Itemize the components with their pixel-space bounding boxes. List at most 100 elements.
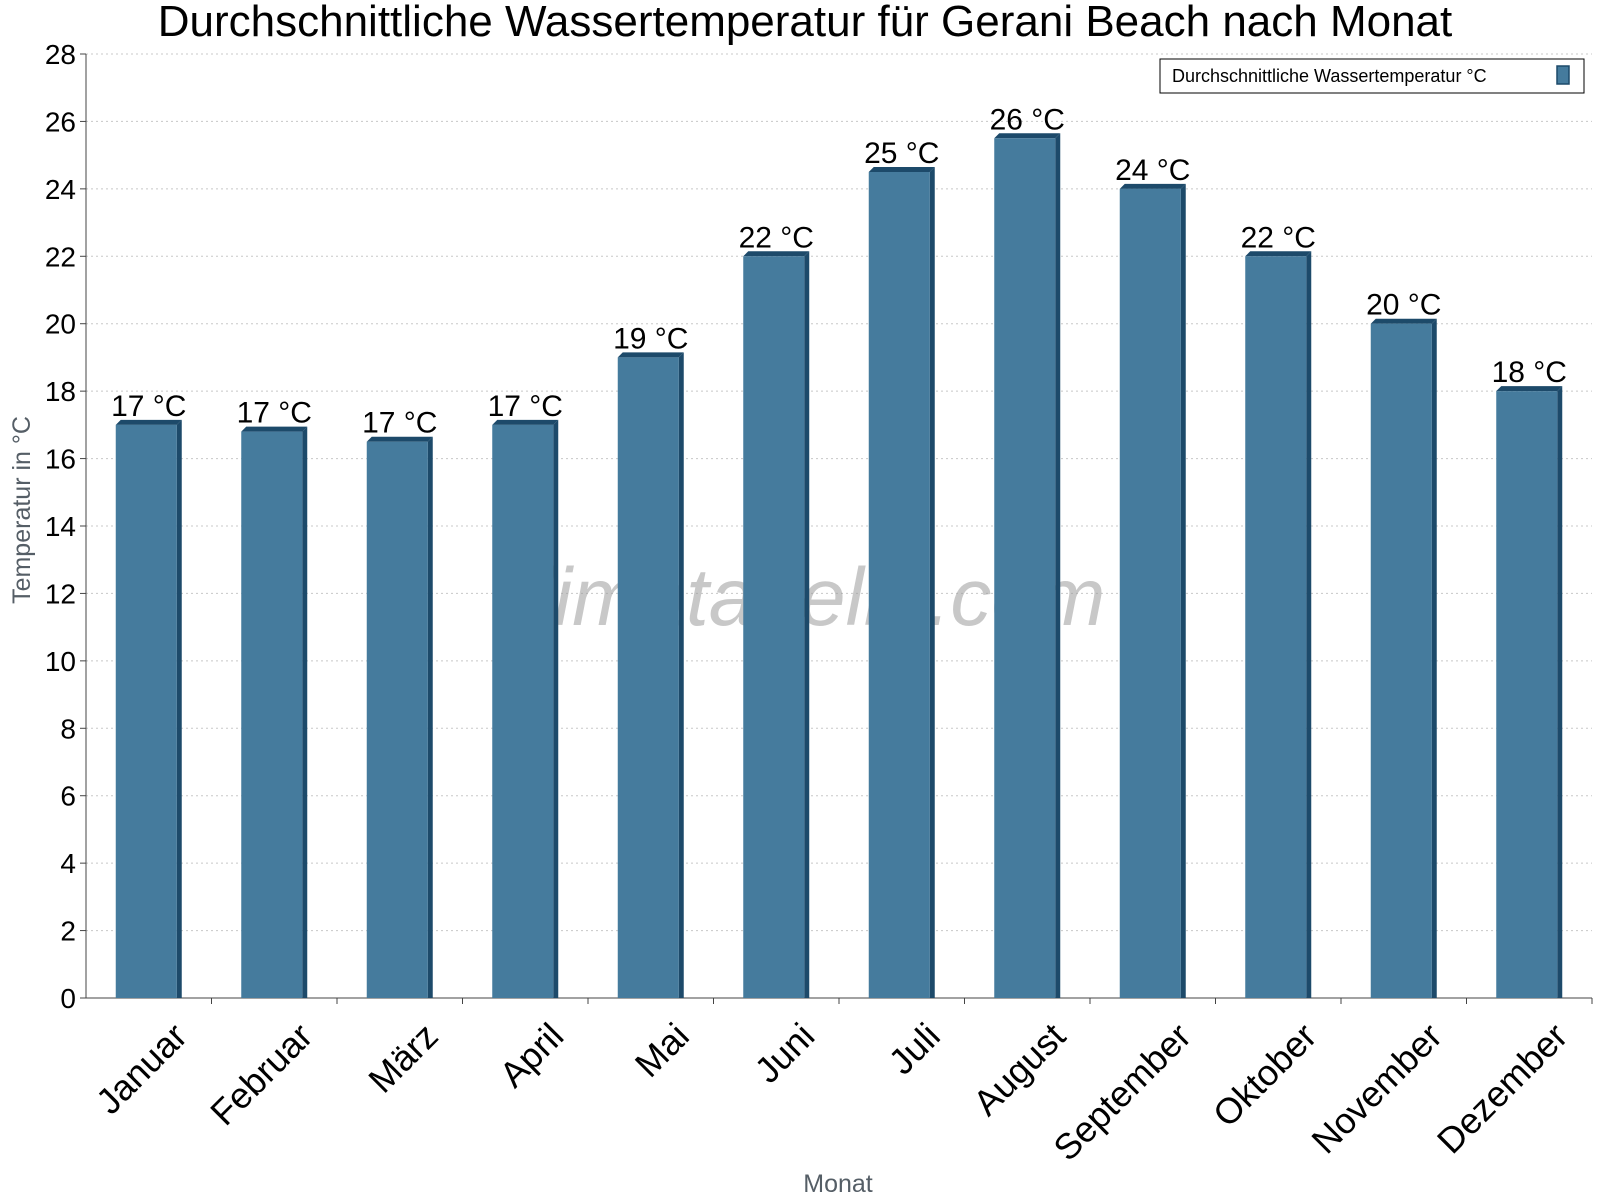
bar-side [302, 426, 308, 999]
bar-front [1496, 391, 1558, 999]
bar-front [868, 172, 930, 998]
bar-top [115, 419, 182, 425]
xtick-label-oktober: Oktober [1205, 1015, 1325, 1135]
axes [80, 53, 1593, 1004]
bar-top [366, 436, 433, 442]
ytick-label-0: 0 [60, 983, 76, 1014]
xtick-label-februar: Februar [202, 1015, 320, 1133]
ytick-label-16: 16 [45, 444, 76, 475]
data-label-juli: 25 °C [864, 137, 939, 170]
legend-swatch [1556, 65, 1570, 85]
data-label-juni: 22 °C [739, 221, 814, 254]
ytick-label-8: 8 [60, 713, 76, 744]
bar-front [366, 441, 428, 998]
y-axis-label: Temperatur in °C [8, 416, 36, 604]
xtick-label-juli: Juli [881, 1015, 948, 1082]
data-label-mai: 19 °C [613, 322, 688, 355]
data-label-februar: 17 °C [237, 397, 312, 430]
bar-top [1496, 386, 1563, 392]
bar-top [492, 419, 559, 425]
bar-januar [115, 419, 182, 998]
xtick-label-januar: Januar [88, 1015, 195, 1122]
bar-februar [241, 426, 308, 999]
bar-front [115, 424, 177, 998]
bar-side [1557, 386, 1563, 999]
ytick-label-22: 22 [45, 241, 76, 272]
bar-top [1370, 318, 1437, 324]
bar-dezember [1496, 386, 1563, 999]
chart-title: Durchschnittliche Wassertemperatur für G… [158, 0, 1453, 46]
bar-top [241, 426, 308, 432]
bar-front [492, 424, 554, 998]
bar-front [617, 357, 679, 998]
bar-top [1245, 251, 1312, 257]
bar-side [1431, 318, 1437, 998]
data-label-märz: 17 °C [362, 407, 437, 440]
bar-top [994, 133, 1061, 139]
bar-front [1370, 323, 1432, 998]
bar-front [994, 138, 1056, 999]
legend: Durchschnittliche Wassertemperatur °C [1159, 58, 1585, 94]
bar-april [492, 419, 559, 998]
data-label-oktober: 22 °C [1241, 221, 1316, 254]
xtick-label-mai: Mai [627, 1015, 697, 1085]
data-label-dezember: 18 °C [1492, 356, 1567, 389]
data-label-januar: 17 °C [111, 390, 186, 423]
xtick-label-juni: Juni [747, 1015, 823, 1091]
bar-side [553, 419, 559, 998]
bar-side [1306, 251, 1312, 999]
bar-august [994, 133, 1061, 999]
xtick-label-dezember: Dezember [1429, 1015, 1575, 1161]
xtick-label-august: August [965, 1015, 1073, 1123]
ytick-label-2: 2 [60, 916, 76, 947]
bars [115, 133, 1563, 999]
xtick-label-november: November [1303, 1015, 1449, 1161]
grid-lines [86, 53, 1592, 932]
bar-top [1119, 183, 1186, 189]
bar-mai [617, 352, 684, 998]
bar-top [617, 352, 684, 358]
bar-top [868, 167, 935, 172]
data-label-august: 26 °C [990, 103, 1065, 136]
xtick-label-märz: März [360, 1015, 446, 1101]
legend-box [1159, 58, 1585, 94]
bar-märz [366, 436, 433, 998]
bar-november [1370, 318, 1437, 998]
ytick-label-18: 18 [45, 376, 76, 407]
bar-front [241, 431, 303, 999]
legend-label: Durchschnittliche Wassertemperatur °C [1172, 66, 1487, 86]
bar-top [743, 251, 810, 257]
ytick-label-10: 10 [45, 646, 76, 677]
bar-front [1245, 256, 1307, 998]
ytick-label-6: 6 [60, 781, 76, 812]
bar-side [176, 419, 182, 998]
bar-side [427, 436, 433, 998]
bar-side [1055, 133, 1061, 999]
bar-side [929, 167, 935, 998]
bar-side [1180, 183, 1186, 998]
bar-september [1119, 183, 1186, 998]
bar-juni [743, 251, 810, 999]
bar-front [743, 256, 805, 998]
x-axis-label: Monat [803, 1170, 873, 1198]
ytick-label-14: 14 [45, 511, 76, 542]
bar-front [1119, 188, 1181, 998]
ytick-label-28: 28 [45, 39, 76, 70]
ytick-label-4: 4 [60, 848, 76, 879]
data-label-september: 24 °C [1115, 154, 1190, 187]
xtick-label-april: April [491, 1015, 571, 1095]
bar-juli [868, 167, 935, 998]
bar-side [804, 251, 810, 999]
bar-side [678, 352, 684, 998]
data-label-april: 17 °C [488, 390, 563, 423]
data-label-november: 20 °C [1366, 289, 1441, 322]
bar-oktober [1245, 251, 1312, 999]
ytick-label-20: 20 [45, 309, 76, 340]
ytick-label-12: 12 [45, 578, 76, 609]
ytick-label-24: 24 [45, 174, 76, 205]
xtick-label-september: September [1045, 1015, 1199, 1169]
ytick-label-26: 26 [45, 106, 76, 137]
data-labels: 17 °C 17 °C 17 °C 17 °C 19 °C 22 °C 25 °C 26 °C… [111, 103, 1567, 439]
